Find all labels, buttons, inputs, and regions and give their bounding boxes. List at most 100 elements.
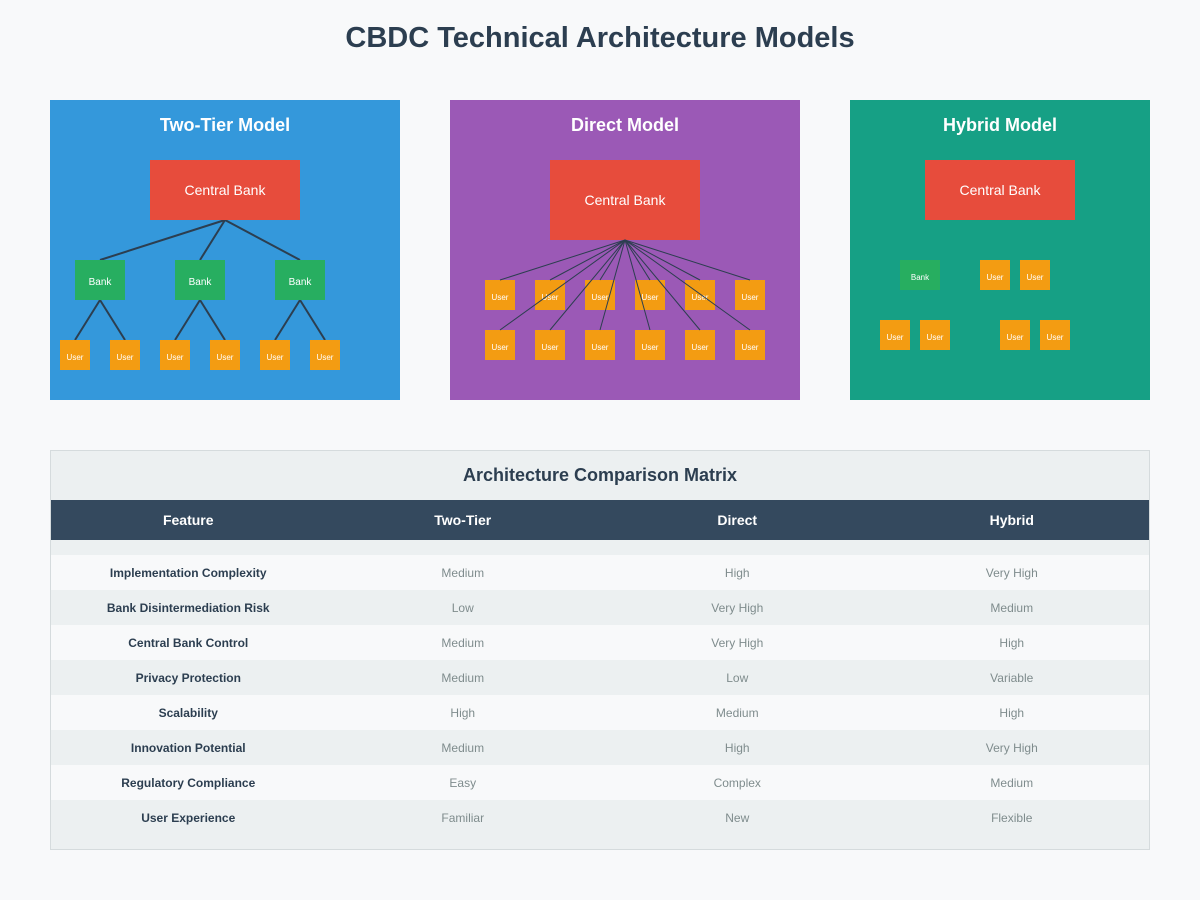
two-tier-user: User <box>260 340 290 370</box>
user-label: User <box>117 353 134 362</box>
user-label: User <box>742 343 759 352</box>
two-tier-cell: Easy <box>449 775 477 790</box>
direct-user: User <box>585 330 615 360</box>
direct-cell: Low <box>726 670 749 685</box>
user-label: User <box>692 343 709 352</box>
architecture-diagrams: Two-Tier Model Central Bank Bank Bank <box>50 100 1150 400</box>
bank-label: Bank <box>89 277 113 288</box>
two-tier-user: User <box>110 340 140 370</box>
user-label: User <box>592 343 609 352</box>
user-label: User <box>987 273 1004 282</box>
matrix-body: Implementation Complexity Medium High Ve… <box>51 555 1149 835</box>
hybrid-panel: Hybrid Model Central Bank Bank User User… <box>850 100 1150 400</box>
hybrid-user: User <box>1020 260 1050 290</box>
two-tier-cell: Medium <box>441 635 485 650</box>
direct-title: Direct Model <box>571 115 679 135</box>
direct-user: User <box>735 280 765 310</box>
header-two-tier: Two-Tier <box>434 512 492 528</box>
table-row: Regulatory Compliance Easy Complex Mediu… <box>51 765 1149 800</box>
table-row: Bank Disintermediation Risk Low Very Hig… <box>51 590 1149 625</box>
direct-cell: High <box>724 565 750 580</box>
user-label: User <box>217 353 234 362</box>
two-tier-bank: Bank <box>275 260 325 300</box>
user-label: User <box>67 353 84 362</box>
bank-label: Bank <box>189 277 213 288</box>
two-tier-panel: Two-Tier Model Central Bank Bank Bank <box>50 100 400 400</box>
direct-user: User <box>685 280 715 310</box>
user-label: User <box>692 293 709 302</box>
header-hybrid: Hybrid <box>989 512 1034 528</box>
hybrid-user: User <box>920 320 950 350</box>
header-direct: Direct <box>717 512 758 528</box>
direct-connectors <box>499 239 751 331</box>
user-label: User <box>542 293 559 302</box>
hybrid-cell: Medium <box>990 600 1034 615</box>
two-tier-user: User <box>60 340 90 370</box>
user-label: User <box>887 333 904 342</box>
matrix-header: Feature Two-Tier Direct Hybrid <box>51 500 1149 540</box>
table-row: Privacy Protection Medium Low Variable <box>51 660 1149 695</box>
two-tier-cell: Medium <box>441 565 485 580</box>
user-label: User <box>267 353 284 362</box>
hybrid-user: User <box>880 320 910 350</box>
direct-user: User <box>535 330 565 360</box>
hybrid-cell: High <box>999 705 1025 720</box>
central-bank-label: Central Bank <box>585 192 667 208</box>
hybrid-cell: Very High <box>985 565 1038 580</box>
hybrid-central-bank: Central Bank <box>925 160 1075 220</box>
two-tier-central-bank: Central Bank <box>150 160 300 220</box>
user-label: User <box>1047 333 1064 342</box>
two-tier-bank: Bank <box>175 260 225 300</box>
direct-user: User <box>485 330 515 360</box>
direct-panel: Direct Model Central Bank User User User… <box>450 100 800 400</box>
two-tier-cell: Medium <box>441 670 485 685</box>
bank-label: Bank <box>911 273 930 282</box>
two-tier-connectors <box>74 219 326 341</box>
direct-user: User <box>635 330 665 360</box>
direct-user: User <box>585 280 615 310</box>
user-label: User <box>642 343 659 352</box>
direct-cell: High <box>724 740 750 755</box>
two-tier-user: User <box>310 340 340 370</box>
central-bank-label: Central Bank <box>185 182 267 198</box>
direct-central-bank: Central Bank <box>550 160 700 240</box>
two-tier-cell: Low <box>451 600 474 615</box>
direct-cell: Very High <box>711 600 764 615</box>
direct-cell: Very High <box>711 635 764 650</box>
bank-label: Bank <box>289 277 313 288</box>
hybrid-cell: Variable <box>990 670 1034 685</box>
feature-cell: Regulatory Compliance <box>121 775 256 790</box>
feature-cell: User Experience <box>141 810 236 825</box>
direct-user: User <box>735 330 765 360</box>
hybrid-cell: Very High <box>985 740 1038 755</box>
direct-user: User <box>685 330 715 360</box>
two-tier-bank: Bank <box>75 260 125 300</box>
user-label: User <box>742 293 759 302</box>
user-label: User <box>1007 333 1024 342</box>
hybrid-title: Hybrid Model <box>943 115 1057 135</box>
user-label: User <box>927 333 944 342</box>
user-label: User <box>492 343 509 352</box>
hybrid-cell: High <box>999 635 1025 650</box>
two-tier-title: Two-Tier Model <box>160 115 290 135</box>
hybrid-background <box>850 100 1150 400</box>
central-bank-label: Central Bank <box>960 182 1042 198</box>
user-label: User <box>492 293 509 302</box>
hybrid-bank: Bank <box>900 260 940 290</box>
hybrid-user: User <box>1000 320 1030 350</box>
hybrid-user: User <box>980 260 1010 290</box>
matrix-spacer <box>51 540 1149 555</box>
user-label: User <box>642 293 659 302</box>
two-tier-cell: Medium <box>441 740 485 755</box>
two-tier-cell: High <box>450 705 476 720</box>
direct-user: User <box>535 280 565 310</box>
direct-user: User <box>485 280 515 310</box>
feature-cell: Implementation Complexity <box>109 565 267 580</box>
page-title: CBDC Technical Architecture Models <box>345 22 855 54</box>
table-row: Scalability High Medium High <box>51 695 1149 730</box>
direct-cell: Medium <box>715 705 759 720</box>
comparison-matrix: Architecture Comparison Matrix Feature T… <box>50 450 1150 850</box>
user-label: User <box>542 343 559 352</box>
hybrid-user: User <box>1040 320 1070 350</box>
direct-cell: New <box>725 810 750 825</box>
